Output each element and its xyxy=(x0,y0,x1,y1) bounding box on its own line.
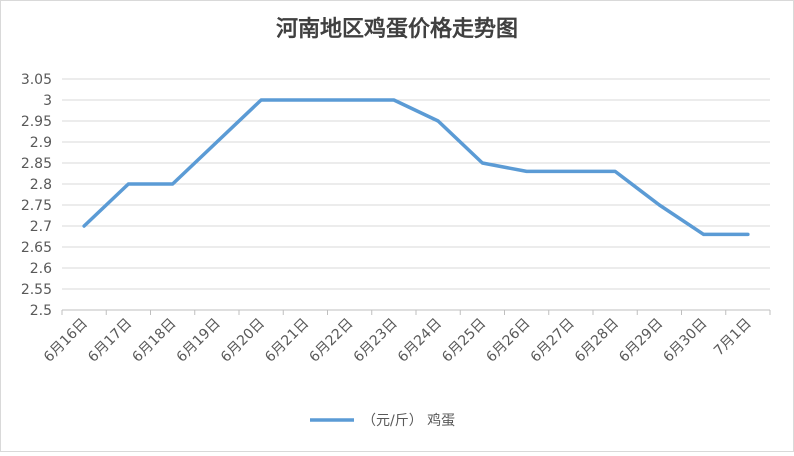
y-tick-label: 2.55 xyxy=(21,282,52,298)
y-tick-label: 2.9 xyxy=(30,135,52,151)
y-tick-label: 2.75 xyxy=(21,198,52,214)
y-tick-label: 2.65 xyxy=(21,240,52,256)
y-tick-label: 3 xyxy=(43,93,52,109)
y-tick-label: 2.7 xyxy=(30,219,52,235)
y-tick-label: 2.5 xyxy=(30,303,52,319)
line-series xyxy=(82,98,750,237)
y-tick-label: 2.85 xyxy=(21,156,52,172)
y-tick-label: 3.05 xyxy=(21,72,52,88)
y-tick-label: 2.6 xyxy=(30,261,52,277)
legend-label: （元/斤） 鸡蛋 xyxy=(362,412,455,429)
y-tick-label: 2.95 xyxy=(21,114,52,130)
chart-title: 河南地区鸡蛋价格走势图 xyxy=(276,16,518,42)
y-tick-label: 2.8 xyxy=(30,177,52,193)
